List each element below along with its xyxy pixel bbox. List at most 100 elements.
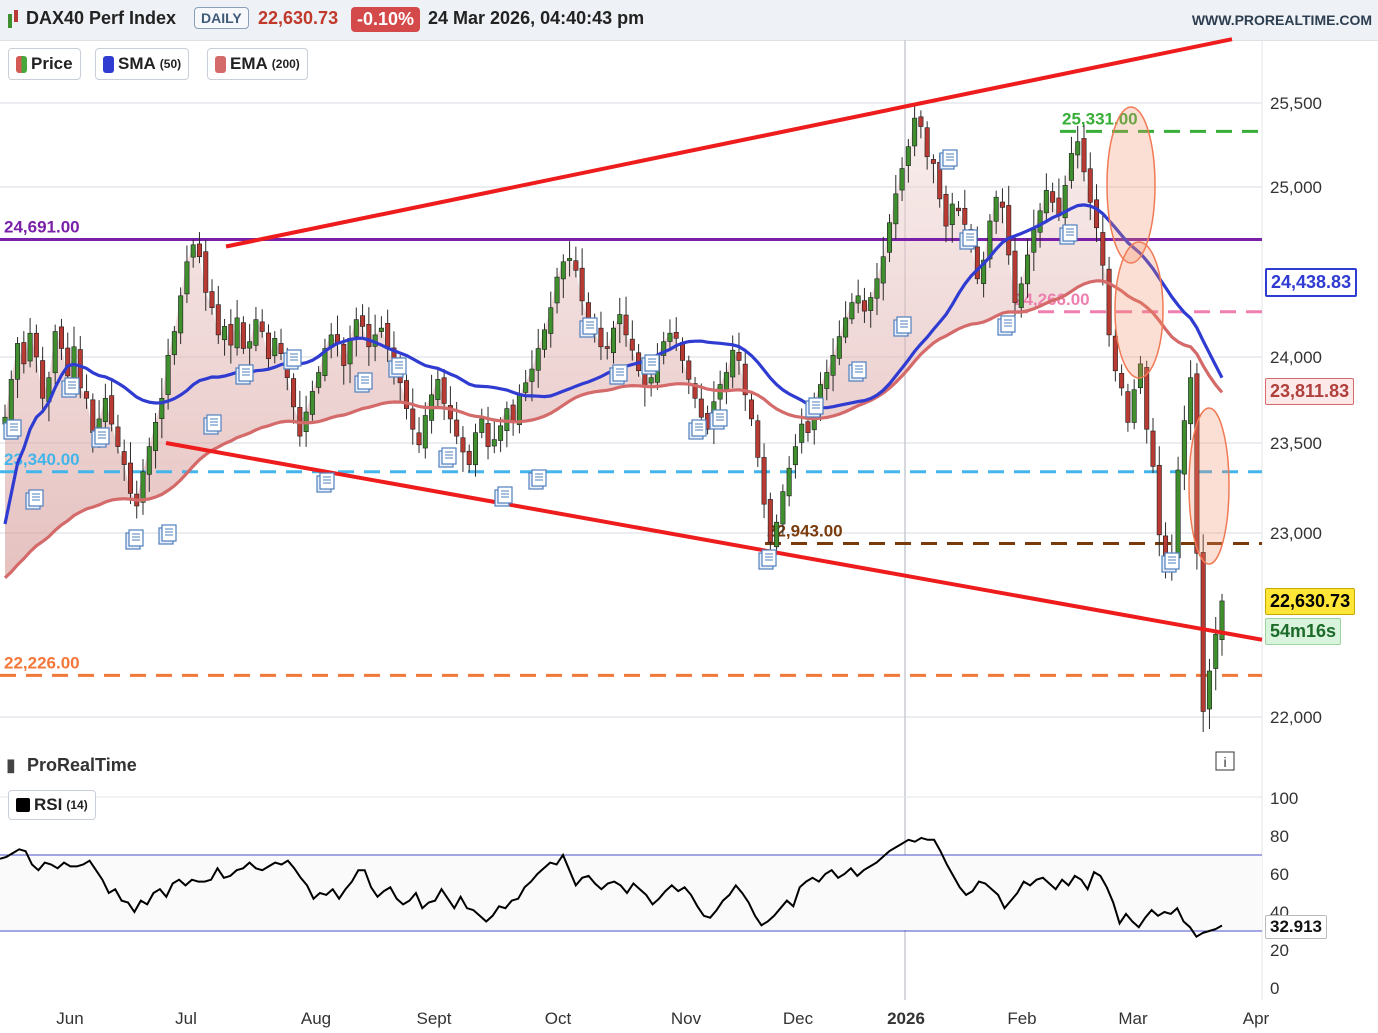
candle-body (291, 378, 297, 408)
candle-body (385, 322, 391, 348)
candle-body (786, 467, 792, 497)
y-tick-label: 24,000 (1270, 348, 1322, 367)
highlight-ellipse[interactable] (1188, 407, 1230, 565)
sma-value-badge: 24,438.83 (1265, 268, 1358, 297)
candle-body (548, 307, 554, 334)
instrument-name[interactable]: DAX40 Perf Index (26, 8, 177, 28)
candle-body (127, 462, 133, 494)
candle-body (121, 451, 127, 465)
news-document-icon[interactable] (805, 397, 824, 418)
candle-body (77, 349, 83, 389)
lower-trendline[interactable] (165, 441, 1263, 642)
candle-body (1131, 389, 1137, 423)
candle-body (259, 321, 265, 332)
news-document-icon[interactable] (25, 489, 44, 510)
news-document-icon[interactable] (316, 472, 335, 493)
ema-200-line[interactable] (3, 279, 1224, 580)
news-document-icon[interactable] (997, 315, 1016, 336)
candle-body (1068, 153, 1074, 181)
candle-body (1043, 190, 1049, 214)
candle-body (460, 437, 466, 453)
watermark: ▮ ProRealTime (6, 755, 137, 776)
doc-front (94, 427, 110, 445)
news-document-icon[interactable] (158, 524, 177, 545)
upper-trendline[interactable] (225, 37, 1233, 249)
candle-body (579, 267, 585, 302)
period-chip[interactable]: DAILY (194, 7, 249, 29)
candle-body (27, 332, 33, 362)
news-document-icon[interactable] (1161, 552, 1180, 573)
candle-body (523, 382, 529, 393)
legend-ema[interactable]: EMA (200) (207, 48, 308, 80)
candle-body (974, 246, 980, 280)
news-document-icon[interactable] (1059, 224, 1078, 245)
doc-front (691, 419, 707, 437)
news-document-icon[interactable] (235, 364, 254, 385)
candle-body (1150, 430, 1156, 467)
legend-ema-param: (200) (271, 57, 300, 71)
candle-body (792, 446, 798, 466)
news-document-icon[interactable] (438, 447, 457, 468)
news-document-icon[interactable] (939, 149, 958, 170)
news-document-icon[interactable] (91, 427, 110, 448)
legend-sma[interactable]: SMA (50) (95, 48, 190, 80)
candle-body (943, 194, 949, 227)
doc-front (64, 377, 80, 395)
candle-body (1194, 373, 1200, 554)
doc-front (238, 364, 254, 382)
legend-price[interactable]: Price (8, 48, 81, 80)
news-document-icon[interactable] (61, 377, 80, 398)
candle-body (843, 317, 849, 338)
candle-body (899, 168, 905, 191)
candle-body (272, 337, 278, 357)
candle-body (924, 127, 930, 158)
doc-front (612, 364, 628, 382)
change-badge: -0.10% (351, 7, 421, 32)
legend-sma-param: (50) (159, 57, 182, 71)
news-document-icon[interactable] (203, 414, 222, 435)
rsi-tick-label: 80 (1270, 827, 1289, 846)
legend-ema-label: EMA (230, 54, 268, 73)
news-document-icon[interactable] (494, 486, 513, 507)
candle-body (874, 278, 880, 299)
news-document-icon[interactable] (959, 229, 978, 250)
candle-body (165, 354, 171, 395)
doc-front (286, 349, 302, 367)
doc-front (851, 361, 867, 379)
legend-rsi-label: RSI (34, 795, 63, 814)
info-icon[interactable]: i (1215, 751, 1235, 771)
news-document-icon[interactable] (688, 419, 707, 440)
candle-body (673, 332, 679, 339)
news-document-icon[interactable] (3, 419, 22, 440)
candle-body (353, 319, 359, 337)
news-document-icon[interactable] (609, 364, 628, 385)
news-document-icon[interactable] (758, 549, 777, 570)
legend-rsi[interactable]: RSI (14) (8, 790, 96, 820)
news-document-icon[interactable] (641, 354, 660, 375)
highlight-ellipse[interactable] (1114, 241, 1164, 379)
candle-body (115, 426, 121, 447)
news-document-icon[interactable] (125, 529, 144, 550)
news-document-icon[interactable] (528, 469, 547, 490)
candle-body (378, 327, 384, 332)
news-document-icon[interactable] (579, 317, 598, 338)
site-url[interactable]: WWW.PROREALTIME.COM (1191, 12, 1372, 28)
news-document-icon[interactable] (283, 349, 302, 370)
highlight-ellipse[interactable] (1106, 106, 1156, 264)
rsi-line[interactable] (0, 836, 1223, 939)
candle-body (912, 117, 918, 147)
candle-body (472, 432, 478, 466)
news-document-icon[interactable] (354, 372, 373, 393)
news-document-icon[interactable] (848, 361, 867, 382)
candle-body (309, 391, 315, 415)
candle-body (805, 421, 811, 433)
news-document-icon[interactable] (709, 409, 728, 430)
doc-front (161, 524, 177, 542)
date-time: 24 Mar 2026, 04:40:43 pm (428, 8, 645, 28)
news-document-icon[interactable] (388, 357, 407, 378)
candle-body (1112, 335, 1118, 372)
candle-body (742, 363, 748, 396)
news-document-icon[interactable] (893, 316, 912, 337)
candle-body (435, 379, 441, 400)
